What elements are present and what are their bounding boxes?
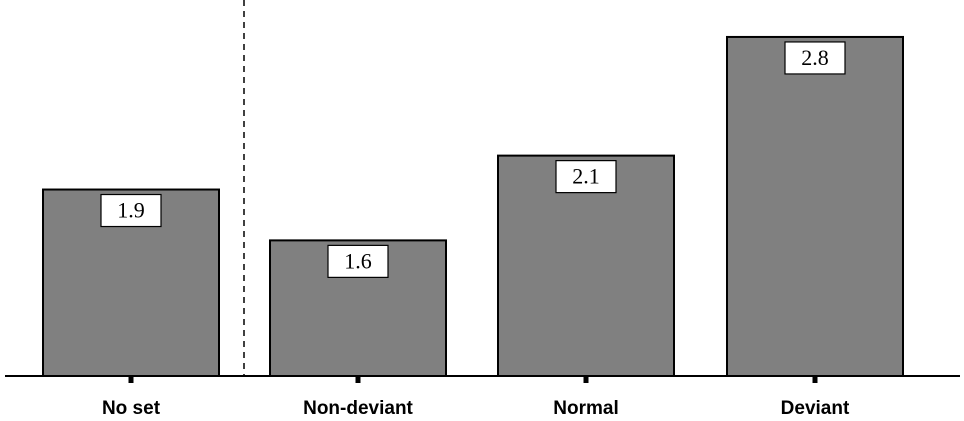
x-tick-non-deviant xyxy=(355,376,361,383)
bars-layer: 1.9 1.6 2.1 2.8 xyxy=(42,35,904,377)
value-label-box-non-deviant xyxy=(327,244,389,278)
x-tick-label-deviant: Deviant xyxy=(781,398,850,419)
x-tick-label-normal: Normal xyxy=(553,398,618,419)
value-label-normal: 2.1 xyxy=(572,164,600,189)
x-tick-label-no-set: No set xyxy=(102,398,161,419)
value-label-box-no-set xyxy=(100,193,162,228)
x-tick-normal xyxy=(583,376,589,383)
bar-deviant xyxy=(726,35,904,377)
x-tick-label-non-deviant: Non-deviant xyxy=(303,398,413,419)
value-label-box-deviant xyxy=(784,41,846,75)
x-tick-deviant xyxy=(812,376,818,383)
value-label-deviant: 2.8 xyxy=(801,45,829,70)
x-labels-layer: No set Non-deviant Normal Deviant xyxy=(102,398,850,419)
x-tick-no-set xyxy=(128,376,134,383)
x-ticks-layer xyxy=(128,376,818,383)
value-label-non-deviant: 1.6 xyxy=(344,248,372,273)
value-label-no-set: 1.9 xyxy=(117,198,145,223)
value-label-box-normal xyxy=(555,160,617,194)
